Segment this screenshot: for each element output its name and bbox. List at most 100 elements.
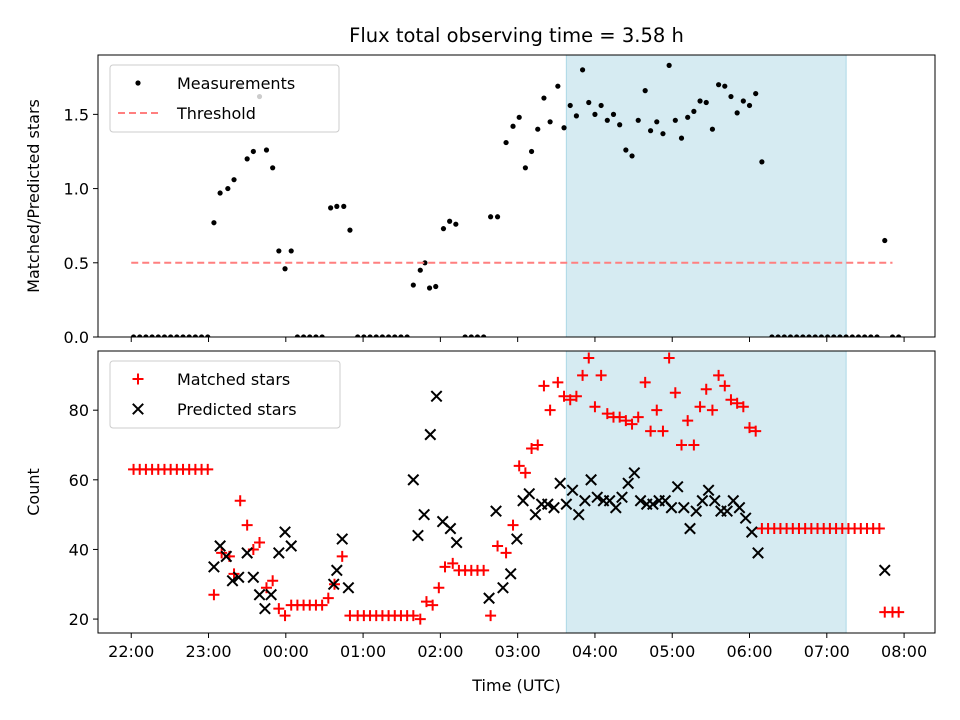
measurement-point	[263, 147, 270, 153]
predicted-point	[721, 505, 734, 518]
measurement-point	[666, 62, 672, 68]
legend-label: Threshold	[176, 104, 256, 123]
measurement-point	[642, 88, 648, 94]
matched-point	[626, 418, 638, 430]
measurement-point	[186, 334, 192, 337]
measurement-point	[579, 67, 586, 73]
predicted-point	[412, 529, 424, 542]
predicted-point	[708, 494, 721, 507]
y-tick-label: 20	[69, 610, 89, 629]
shaded-region	[565, 54, 847, 338]
matched-point	[688, 439, 700, 451]
measurement-point	[769, 334, 775, 337]
measurement-point	[660, 131, 666, 137]
measurement-point	[818, 334, 824, 337]
predicted-point	[497, 581, 509, 594]
series-measurements	[130, 62, 902, 337]
measurement-point	[843, 334, 849, 337]
predicted-point	[510, 533, 523, 545]
y-axis-label: Matched/Predicted stars	[24, 99, 43, 293]
predicted-point	[677, 501, 690, 514]
measurement-point	[598, 102, 604, 109]
plot-area	[128, 352, 905, 625]
measurement-point	[130, 334, 137, 337]
measurement-point	[868, 334, 874, 337]
predicted-point	[609, 501, 622, 514]
x-tick-label: 07:00	[804, 642, 850, 661]
predicted-point	[407, 473, 420, 486]
predicted-point	[247, 571, 260, 584]
measurement-point	[629, 153, 635, 159]
x-tick-label: 02:00	[417, 642, 463, 661]
measurement-point	[567, 102, 573, 109]
measurement-point	[143, 334, 149, 337]
measurement-point	[672, 117, 678, 123]
matched-point	[657, 425, 669, 437]
measurement-point	[211, 220, 217, 226]
predicted-point	[272, 547, 285, 559]
measurement-point	[392, 334, 398, 337]
matched-point	[595, 369, 607, 381]
legend-label: Predicted stars	[177, 400, 297, 419]
measurement-point	[217, 190, 223, 196]
predicted-point	[483, 592, 495, 605]
matched-point	[731, 397, 743, 409]
x-tick-label: 03:00	[495, 642, 541, 661]
matched-point	[725, 394, 737, 406]
measurement-point	[433, 283, 439, 290]
predicted-point	[336, 533, 349, 545]
predicted-point	[554, 477, 567, 490]
measurement-point	[373, 334, 379, 337]
measurement-point	[522, 165, 528, 171]
matched-point	[893, 606, 905, 618]
measurement-point	[250, 148, 256, 155]
matched-point	[279, 610, 291, 622]
measurement-point	[192, 334, 198, 337]
measurement-point	[592, 111, 598, 117]
series-matched-stars	[128, 352, 905, 625]
matched-point	[439, 561, 451, 573]
matched-point	[737, 401, 749, 413]
x-tick-label: 06:00	[726, 642, 772, 661]
measurement-point	[753, 90, 759, 97]
matched-point	[414, 613, 426, 625]
measurement-point	[462, 334, 468, 337]
matched-point	[706, 404, 718, 416]
y-tick-label: 1.5	[64, 105, 89, 124]
matched-point	[669, 387, 681, 399]
measurement-point	[313, 334, 319, 337]
measurement-point	[862, 334, 868, 337]
measurement-point	[422, 260, 428, 266]
measurement-point	[604, 117, 610, 123]
measurement-point	[231, 177, 237, 183]
measurement-point	[270, 165, 276, 171]
x-tick-label: 08:00	[881, 642, 927, 661]
predicted-point	[265, 588, 278, 601]
measurement-point	[794, 334, 800, 337]
matched-point	[589, 401, 601, 413]
measurement-point	[555, 83, 561, 89]
measurement-point	[488, 214, 494, 220]
matched-point	[513, 460, 525, 472]
y-tick-label: 60	[69, 471, 89, 490]
matched-point	[492, 540, 504, 552]
x-tick-label: 04:00	[572, 642, 618, 661]
matched-point	[552, 376, 564, 388]
measurement-point	[831, 334, 837, 337]
predicted-point	[285, 540, 298, 552]
measurement-point	[174, 334, 180, 337]
matched-point	[750, 425, 762, 437]
matched-point	[713, 369, 725, 381]
predicted-point	[450, 536, 463, 549]
measurement-point	[379, 334, 386, 337]
y-tick-label: 40	[69, 540, 89, 559]
legend: Measurements Threshold	[109, 64, 340, 133]
matched-point	[407, 610, 419, 622]
x-tick-label: 01:00	[340, 642, 386, 661]
matched-point	[254, 536, 266, 548]
measurement-point	[746, 102, 753, 109]
measurement-point	[334, 203, 340, 209]
predicted-point	[208, 560, 220, 573]
matched-point	[447, 557, 459, 569]
